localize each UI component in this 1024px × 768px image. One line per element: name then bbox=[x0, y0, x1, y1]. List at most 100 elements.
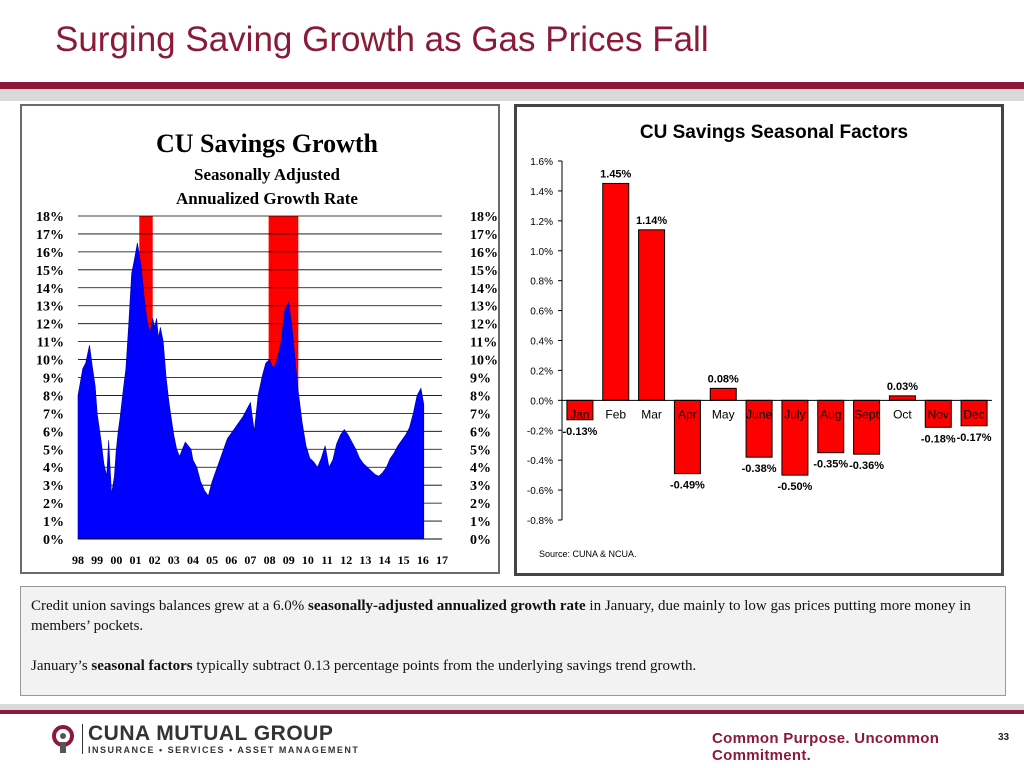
bar-data-label: -0.50% bbox=[777, 481, 812, 493]
commentary-text: typically subtract 0.13 percentage point… bbox=[192, 658, 697, 674]
seasonal-factors-chart: CU Savings Seasonal Factors -0.8% -0.6% -0.… bbox=[527, 122, 992, 559]
y-tick-label-right: 17% bbox=[470, 228, 498, 243]
y-tick-label-right: 9% bbox=[470, 372, 491, 387]
x-category-label: Oct bbox=[893, 407, 912, 421]
bar bbox=[960, 399, 988, 427]
bar-data-label: -0.38% bbox=[742, 463, 777, 475]
header-band bbox=[0, 82, 1024, 89]
y-tick-label-right: 6% bbox=[470, 425, 491, 440]
x-tick-label: 09 bbox=[283, 553, 295, 567]
bar-data-label: -0.35% bbox=[813, 459, 848, 471]
y-tick-label: -0.8% bbox=[527, 516, 553, 527]
x-category-label: July bbox=[784, 407, 805, 421]
y-tick-label-right: 1% bbox=[470, 515, 491, 530]
x-category-label: May bbox=[712, 407, 735, 421]
seasonal-factors-chart-panel: CU Savings Seasonal Factors -0.8% -0.6% -0.… bbox=[514, 104, 1004, 576]
y-tick-label-right: 4% bbox=[470, 461, 491, 476]
y-tick-label-left: 9% bbox=[43, 372, 64, 387]
x-category-label: June bbox=[746, 407, 772, 421]
y-tick-label: 1.2% bbox=[530, 217, 553, 228]
area-chart-subtitle: Seasonally Adjusted bbox=[194, 165, 340, 184]
y-tick-label: 0.8% bbox=[530, 277, 553, 288]
x-category-label: Dec bbox=[963, 407, 984, 421]
y-tick-label: -0.2% bbox=[527, 426, 553, 437]
y-tick-label-right: 3% bbox=[470, 479, 491, 494]
bar bbox=[709, 387, 737, 401]
x-tick-label: 15 bbox=[398, 553, 410, 567]
logo-subtitle: INSURANCE • SERVICES • ASSET MANAGEMENT bbox=[88, 745, 360, 755]
savings-growth-chart: CU Savings Growth Seasonally Adjusted Annu… bbox=[36, 129, 498, 567]
y-tick-label-right: 16% bbox=[470, 246, 498, 261]
commentary-paragraph-1: Credit union savings balances grew at a … bbox=[31, 596, 995, 636]
area-chart-title: CU Savings Growth bbox=[156, 129, 379, 158]
y-tick-label-right: 13% bbox=[470, 300, 498, 315]
y-tick-label-right: 10% bbox=[470, 354, 498, 369]
y-tick-label-left: 7% bbox=[43, 407, 64, 422]
bar-data-label: -0.49% bbox=[670, 480, 705, 492]
y-tick-label-left: 8% bbox=[43, 389, 64, 404]
x-tick-label: 00 bbox=[110, 553, 122, 567]
y-tick-label: -0.6% bbox=[527, 486, 553, 497]
y-tick-label-right: 12% bbox=[470, 318, 498, 333]
header-band-gray bbox=[0, 89, 1024, 101]
y-tick-label-left: 0% bbox=[43, 533, 64, 548]
x-category-label: Feb bbox=[605, 407, 626, 421]
x-tick-label: 05 bbox=[206, 553, 218, 567]
bar bbox=[781, 399, 809, 476]
slide-title: Surging Saving Growth as Gas Prices Fall bbox=[55, 20, 709, 59]
x-tick-label: 04 bbox=[187, 553, 199, 567]
logo-mark-icon bbox=[52, 725, 74, 753]
y-tick-label-left: 11% bbox=[37, 336, 64, 351]
y-tick-label-left: 16% bbox=[36, 246, 64, 261]
x-category-label: Mar bbox=[641, 407, 662, 421]
footer-band-gray bbox=[0, 704, 1024, 710]
x-category-label: Nov bbox=[928, 407, 949, 421]
y-tick-label-right: 14% bbox=[470, 282, 498, 297]
bar-data-label: 0.08% bbox=[708, 373, 739, 385]
bar bbox=[924, 399, 952, 428]
y-tick-label-right: 11% bbox=[470, 336, 497, 351]
commentary-bold: seasonally-adjusted annualized growth ra… bbox=[308, 598, 586, 614]
commentary-bold: seasonal factors bbox=[91, 658, 193, 674]
commentary-text: in January, due mainly to low gas prices… bbox=[31, 598, 971, 634]
x-category-label: Sept bbox=[854, 407, 879, 421]
bar bbox=[817, 399, 845, 454]
y-tick-label: 1.6% bbox=[530, 157, 553, 168]
bar bbox=[888, 395, 916, 401]
tagline: Common Purpose. Uncommon Commitment. bbox=[712, 730, 940, 764]
y-tick-label-left: 3% bbox=[43, 479, 64, 494]
logo-name: CUNA MUTUAL GROUP bbox=[88, 722, 334, 745]
y-tick-label-right: 18% bbox=[470, 210, 498, 225]
x-tick-label: 02 bbox=[149, 553, 161, 567]
y-tick-label: 0.2% bbox=[530, 366, 553, 377]
bar bbox=[853, 399, 881, 455]
x-category-label: Jan bbox=[570, 407, 589, 421]
y-tick-label-left: 14% bbox=[36, 282, 64, 297]
y-tick-label-left: 4% bbox=[43, 461, 64, 476]
page-number: 33 bbox=[998, 732, 1010, 743]
x-tick-label: 98 bbox=[72, 553, 84, 567]
y-tick-label-right: 8% bbox=[470, 389, 491, 404]
x-tick-label: 14 bbox=[379, 553, 391, 567]
y-tick-label-left: 15% bbox=[36, 264, 64, 279]
y-tick-label-right: 2% bbox=[470, 497, 491, 512]
bar-data-label: 1.14% bbox=[636, 215, 667, 227]
y-tick-label-left: 5% bbox=[43, 443, 64, 458]
y-tick-label-left: 10% bbox=[36, 354, 64, 369]
x-tick-label: 99 bbox=[91, 553, 103, 567]
y-tick-label-right: 0% bbox=[470, 533, 491, 548]
y-tick-label-left: 6% bbox=[43, 425, 64, 440]
commentary-box: Credit union savings balances grew at a … bbox=[20, 586, 1006, 696]
y-tick-label: 1.0% bbox=[530, 247, 553, 258]
y-tick-label: -0.4% bbox=[527, 456, 553, 467]
bar-data-label: -0.13% bbox=[562, 426, 597, 438]
x-tick-label: 11 bbox=[321, 553, 332, 567]
x-tick-label: 06 bbox=[225, 553, 237, 567]
y-tick-label-left: 1% bbox=[43, 515, 64, 530]
x-tick-label: 12 bbox=[340, 553, 352, 567]
y-tick-label-left: 13% bbox=[36, 300, 64, 315]
y-tick-label-left: 17% bbox=[36, 228, 64, 243]
y-tick-label: 1.4% bbox=[530, 187, 553, 198]
x-category-label: Apr bbox=[678, 407, 697, 421]
y-tick-label: 0.4% bbox=[530, 337, 553, 348]
